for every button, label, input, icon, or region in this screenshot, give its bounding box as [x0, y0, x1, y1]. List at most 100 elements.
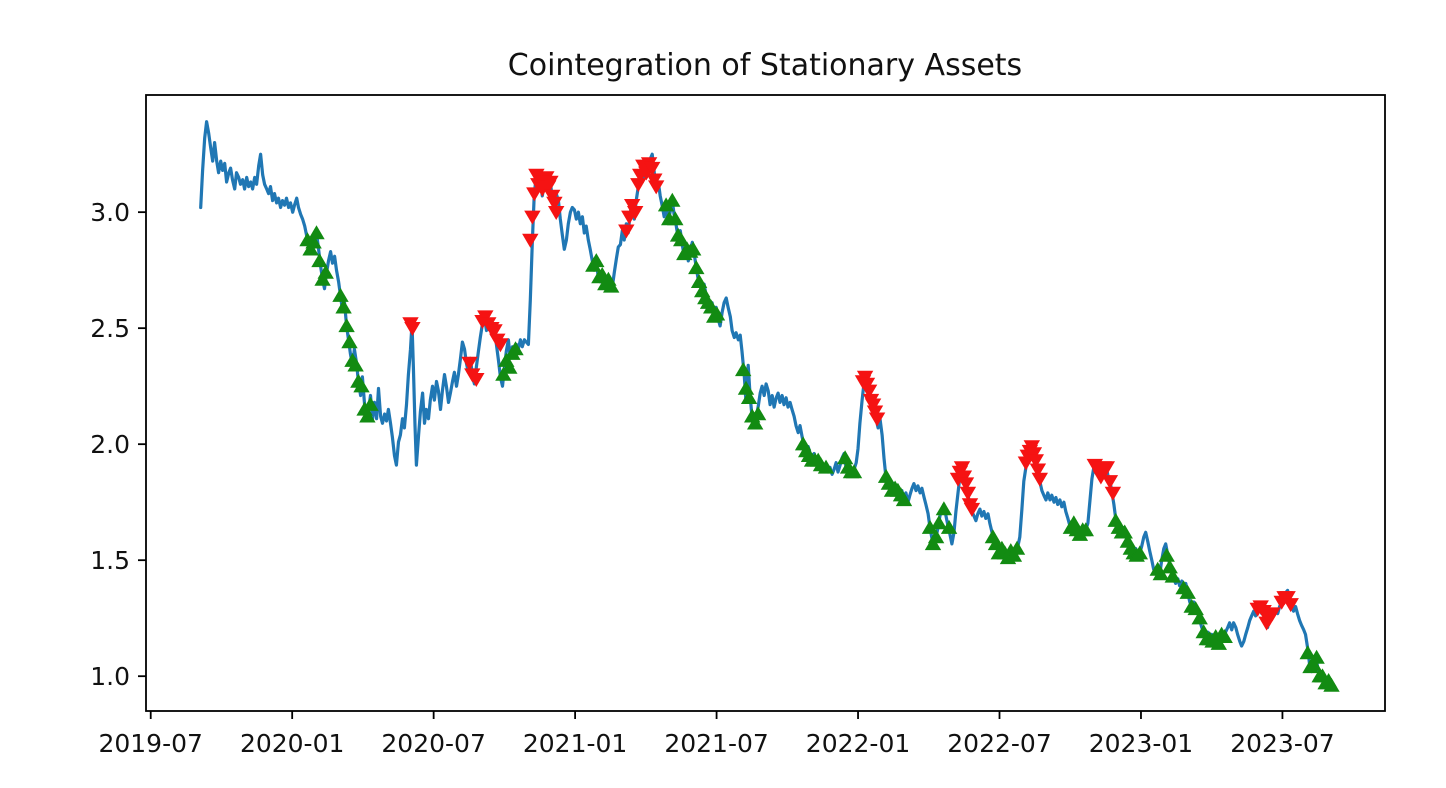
buy-triangle-up-icon	[332, 287, 349, 302]
sell-triangle-down-icon	[953, 461, 971, 476]
axes-frame	[145, 94, 1386, 712]
sell-triangle-down-icon	[959, 486, 977, 501]
buy-triangle-up-icon	[930, 515, 948, 530]
sell-signal-markers	[402, 157, 1299, 631]
buy-triangle-up-icon	[507, 341, 524, 356]
chart-title: Cointegration of Stationary Assets	[508, 48, 1022, 83]
y-tick-label: 1.0	[90, 662, 130, 691]
buy-triangle-up-icon	[667, 211, 684, 226]
y-tick-label: 1.5	[90, 546, 130, 575]
buy-triangle-up-icon	[1191, 610, 1208, 625]
sell-triangle-down-icon	[630, 178, 647, 193]
buy-triangle-up-icon	[1161, 559, 1178, 574]
y-tick-label: 3.0	[90, 198, 130, 227]
buy-triangle-up-icon	[845, 464, 863, 479]
sell-triangle-down-icon	[860, 384, 878, 399]
x-tick-label: 2020-07	[381, 729, 485, 758]
buy-triangle-up-icon	[501, 359, 518, 374]
sell-triangle-down-icon	[627, 206, 644, 220]
sell-triangle-down-icon	[542, 175, 559, 190]
sell-triangle-down-icon	[1098, 461, 1115, 476]
buy-triangle-up-icon	[603, 278, 620, 293]
sell-triangle-down-icon	[644, 161, 661, 176]
x-tick-label: 2022-01	[806, 729, 910, 758]
buy-triangle-up-icon	[673, 232, 690, 247]
buy-triangle-up-icon	[688, 260, 705, 275]
buy-triangle-up-icon	[940, 519, 958, 534]
y-tick-label: 2.5	[90, 314, 130, 343]
x-tick-label: 2023-07	[1230, 729, 1334, 758]
buy-triangle-up-icon	[664, 192, 681, 207]
sell-triangle-down-icon	[1264, 607, 1281, 622]
buy-triangle-up-icon	[359, 408, 376, 423]
cointegration-spread-line	[199, 120, 1334, 688]
buy-triangle-up-icon	[353, 378, 370, 393]
buy-triangle-up-icon	[347, 357, 364, 372]
buy-triangle-up-icon	[749, 406, 767, 421]
sell-triangle-down-icon	[1029, 463, 1047, 478]
x-tick-label: 2023-01	[1089, 729, 1193, 758]
buy-triangle-up-icon	[895, 492, 913, 507]
buy-triangle-up-icon	[708, 306, 726, 321]
buy-triangle-up-icon	[305, 234, 322, 249]
y-tick-label: 2.0	[90, 430, 130, 459]
sell-triangle-down-icon	[957, 477, 975, 492]
x-tick-label: 2020-01	[240, 729, 344, 758]
sell-triangle-down-icon	[522, 233, 539, 248]
buy-triangle-up-icon	[935, 501, 953, 516]
buy-triangle-up-icon	[341, 334, 358, 349]
sell-triangle-down-icon	[492, 338, 509, 353]
buy-triangle-up-icon	[690, 274, 708, 288]
sell-triangle-down-icon	[404, 322, 421, 336]
sell-triangle-down-icon	[1101, 475, 1119, 490]
buy-triangle-up-icon	[308, 225, 325, 240]
x-tick-label: 2019-07	[98, 729, 202, 758]
buy-triangle-up-icon	[740, 390, 758, 404]
buy-triangle-up-icon	[335, 299, 352, 314]
sell-triangle-down-icon	[1092, 470, 1110, 485]
buy-triangle-up-icon	[1158, 547, 1175, 562]
sell-triangle-down-icon	[868, 412, 886, 427]
buy-triangle-up-icon	[927, 529, 945, 544]
sell-triangle-down-icon	[1027, 454, 1044, 469]
buy-triangle-up-icon	[1216, 629, 1233, 643]
buy-triangle-up-icon	[735, 362, 752, 377]
x-tick-label: 2022-07	[947, 729, 1051, 758]
buy-triangle-up-icon	[311, 253, 328, 268]
buy-triangle-up-icon	[836, 450, 854, 465]
buy-triangle-up-icon	[1131, 545, 1148, 560]
buy-triangle-up-icon	[362, 396, 379, 411]
buy-triangle-up-icon	[737, 380, 755, 395]
buy-triangle-up-icon	[1299, 645, 1316, 660]
sell-triangle-down-icon	[963, 502, 981, 517]
buy-triangle-up-icon	[1179, 584, 1196, 599]
sell-triangle-down-icon	[548, 206, 565, 220]
buy-triangle-up-icon	[588, 253, 605, 268]
buy-triangle-up-icon	[338, 318, 355, 333]
sell-triangle-down-icon	[461, 356, 478, 371]
sell-triangle-down-icon	[486, 324, 503, 339]
sell-triangle-down-icon	[1031, 472, 1048, 487]
buy-triangle-up-icon	[1152, 566, 1169, 581]
buy-triangle-up-icon	[1077, 522, 1094, 537]
buy-triangle-up-icon	[817, 459, 835, 474]
sell-triangle-down-icon	[546, 196, 563, 211]
x-axis-ticks: 2019-07 2020-01 2020-07 2021-01 2021-07 2022-…	[98, 711, 1335, 758]
buy-triangle-up-icon	[1008, 540, 1026, 555]
sell-triangle-down-icon	[618, 224, 635, 239]
y-axis-ticks: 1.0 1.5 2.0 2.5 3.0	[90, 198, 146, 691]
buy-triangle-up-icon	[317, 264, 334, 279]
sell-triangle-down-icon	[1104, 486, 1122, 501]
spread-line-series	[199, 120, 1334, 688]
buy-triangle-up-icon	[1164, 568, 1181, 583]
x-tick-label: 2021-01	[523, 729, 627, 758]
buy-triangle-up-icon	[1323, 677, 1340, 692]
buy-triangle-up-icon	[747, 415, 764, 430]
sell-triangle-down-icon	[468, 373, 485, 387]
buy-triangle-up-icon	[1116, 524, 1133, 539]
buy-signal-markers	[299, 192, 1340, 692]
buy-triangle-up-icon	[685, 241, 702, 256]
buy-triangle-up-icon	[1308, 649, 1325, 664]
sell-triangle-down-icon	[524, 210, 541, 225]
